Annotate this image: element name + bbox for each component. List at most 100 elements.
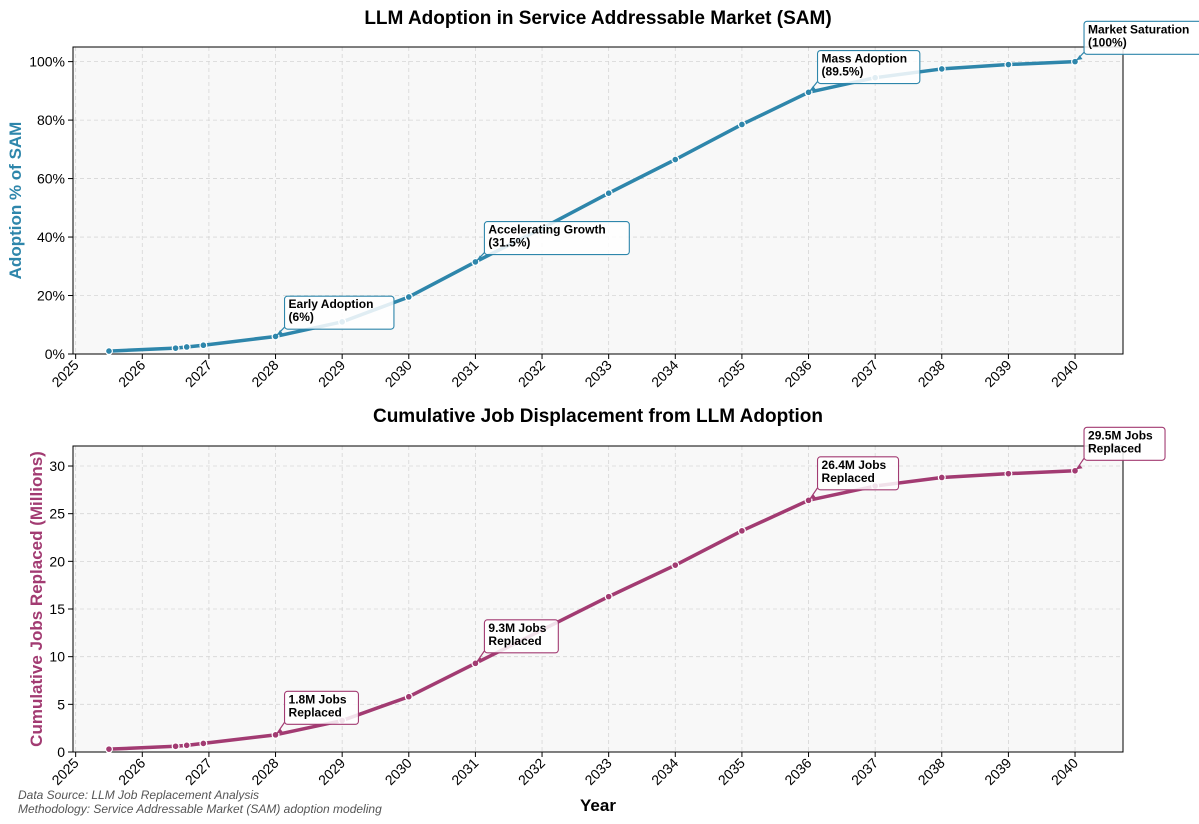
y-tick-label: 0% xyxy=(45,346,65,362)
x-tick-label: 2039 xyxy=(981,755,1014,788)
data-point xyxy=(171,742,180,751)
x-tick-label: 2035 xyxy=(715,755,748,788)
annotation-label: Replaced xyxy=(1088,441,1141,455)
annotation-box xyxy=(483,221,630,256)
data-point xyxy=(604,592,613,601)
annotation-label: 29.5M Jobs xyxy=(1088,428,1153,442)
chart-title: LLM Adoption in Service Addressable Mark… xyxy=(364,8,831,29)
data-point xyxy=(937,473,946,482)
x-tick-label: 2038 xyxy=(915,755,948,788)
y-tick-label: 0 xyxy=(57,744,65,760)
annotation-box xyxy=(283,295,395,330)
annotation-box xyxy=(816,456,900,491)
annotation: Mass Adoption(89.5%) xyxy=(809,49,921,92)
x-tick-label: 2035 xyxy=(715,357,748,390)
data-point xyxy=(737,120,746,129)
annotation: Accelerating Growth(31.5%) xyxy=(476,221,630,261)
axes-frame xyxy=(72,445,1124,753)
data-point xyxy=(104,745,113,754)
x-tick-label: 2031 xyxy=(448,357,481,390)
data-point xyxy=(104,347,113,356)
y-tick-label: 20 xyxy=(49,553,65,569)
plot-area xyxy=(73,446,1123,752)
y-tick-label: 80% xyxy=(37,112,65,128)
annotation-arrowhead xyxy=(476,255,483,261)
x-axis-label: Year xyxy=(580,796,616,815)
x-tick-label: 2032 xyxy=(515,755,548,788)
annotation-label: (100%) xyxy=(1088,35,1127,49)
data-point xyxy=(604,189,613,198)
x-tick-label: 2039 xyxy=(981,357,1014,390)
adoption-chart: 0%20%40%60%80%100%2025 2026 2027 2028 2029 20… xyxy=(6,8,1199,390)
annotation-arrowhead xyxy=(1076,55,1083,61)
y-tick-label: 15 xyxy=(49,601,65,617)
x-tick-label: 2026 xyxy=(115,357,148,390)
y-tick-label: 40% xyxy=(37,229,65,245)
chart-title: Cumulative Job Displacement from LLM Ado… xyxy=(373,406,823,427)
annotation: Early Adoption(6%) xyxy=(276,295,395,336)
x-tick-label: 2025 xyxy=(48,755,81,788)
x-tick-label: 2037 xyxy=(848,755,881,788)
x-tick-label: 2033 xyxy=(581,357,614,390)
annotation-box xyxy=(816,49,921,85)
annotation-label: Accelerating Growth xyxy=(488,223,605,237)
data-point xyxy=(182,342,191,351)
data-point xyxy=(671,155,680,164)
data-point xyxy=(1004,469,1013,478)
annotation-arrowhead xyxy=(1076,464,1083,470)
y-tick-label: 20% xyxy=(37,288,65,304)
y-tick-label: 30 xyxy=(49,458,65,474)
x-tick-label: 2040 xyxy=(1048,357,1081,390)
data-point xyxy=(182,741,191,750)
annotation-arrowhead xyxy=(277,728,284,734)
data-point xyxy=(199,341,208,350)
data-point xyxy=(171,344,180,353)
annotation-box xyxy=(1083,426,1166,461)
y-tick-label: 10 xyxy=(49,649,65,665)
methodology-note: Methodology: Service Addressable Market … xyxy=(18,802,382,816)
y-axis-label: Adoption % of SAM xyxy=(6,122,25,280)
data-point xyxy=(199,739,208,748)
x-tick-label: 2032 xyxy=(515,357,548,390)
annotation-label: Replaced xyxy=(488,634,541,648)
data-point xyxy=(671,561,680,570)
x-tick-label: 2034 xyxy=(648,755,681,788)
x-tick-label: 2036 xyxy=(781,357,814,390)
annotation-label: Early Adoption xyxy=(289,297,374,311)
x-tick-label: 2027 xyxy=(182,357,215,390)
data-point xyxy=(1004,60,1013,69)
annotation-box xyxy=(483,619,559,654)
annotation-label: Mass Adoption xyxy=(822,52,908,66)
data-point xyxy=(404,692,413,701)
annotation-label: (89.5%) xyxy=(822,65,864,79)
y-tick-label: 60% xyxy=(37,171,65,187)
data-point xyxy=(404,292,413,301)
y-tick-label: 100% xyxy=(29,54,65,70)
x-tick-label: 2029 xyxy=(315,357,348,390)
x-tick-label: 2034 xyxy=(648,357,681,390)
annotation-box xyxy=(283,690,359,725)
data-point xyxy=(737,526,746,535)
axes-frame xyxy=(72,46,1124,355)
annotation: Market Saturation(100%) xyxy=(1076,20,1199,61)
annotation-label: (31.5%) xyxy=(488,236,530,250)
x-tick-label: 2036 xyxy=(781,755,814,788)
annotation-arrowhead xyxy=(277,329,284,335)
x-tick-label: 2038 xyxy=(915,357,948,390)
x-tick-label: 2037 xyxy=(848,357,881,390)
x-tick-label: 2026 xyxy=(115,755,148,788)
x-tick-label: 2030 xyxy=(382,755,415,788)
annotation-label: Replaced xyxy=(822,471,875,485)
annotation-label: Replaced xyxy=(289,705,342,719)
x-tick-label: 2040 xyxy=(1048,755,1081,788)
data-source-note: Data Source: LLM Job Replacement Analysi… xyxy=(18,788,260,802)
annotation-label: Market Saturation xyxy=(1088,22,1189,36)
annotation-arrowhead xyxy=(810,85,817,91)
x-tick-label: 2029 xyxy=(315,755,348,788)
